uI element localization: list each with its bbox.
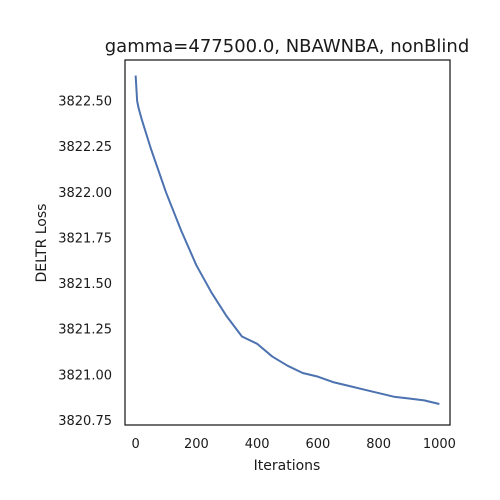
y-axis-label: DELTR Loss xyxy=(34,204,50,283)
x-tick-label: 0 xyxy=(131,437,139,452)
y-tick-label: 3822.50 xyxy=(58,95,112,110)
y-axis-ticks: 3820.75 3821.00 3821.25 3821.50 3821.75 3822.… xyxy=(58,95,112,429)
loss-series-line xyxy=(134,75,440,405)
x-tick-label: 600 xyxy=(305,437,330,452)
y-tick-label: 3821.25 xyxy=(58,323,112,338)
y-tick-label: 3820.75 xyxy=(58,414,112,429)
y-tick-label: 3822.00 xyxy=(58,186,112,201)
x-tick-label: 800 xyxy=(366,437,391,452)
y-tick-label: 3821.50 xyxy=(58,277,112,292)
x-axis-ticks: 0 200 400 600 800 1000 xyxy=(131,437,455,452)
y-tick-label: 3821.00 xyxy=(58,368,112,383)
x-tick-label: 1000 xyxy=(423,437,456,452)
x-axis-label: Iterations xyxy=(254,458,321,474)
x-tick-label: 400 xyxy=(245,437,270,452)
x-tick-label: 200 xyxy=(184,437,209,452)
chart-title: gamma=477500.0, NBAWNBA, nonBlind xyxy=(105,36,470,57)
y-tick-label: 3821.75 xyxy=(58,231,112,246)
y-tick-label: 3822.25 xyxy=(58,140,112,155)
plot-frame xyxy=(124,59,451,426)
